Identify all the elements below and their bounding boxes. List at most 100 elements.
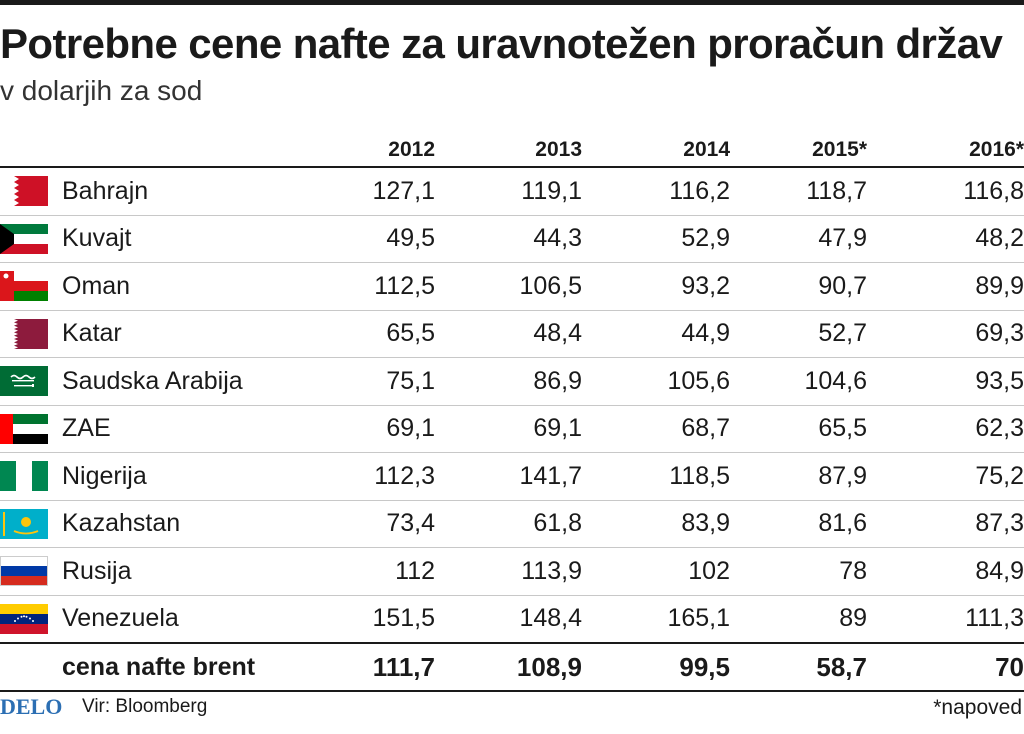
value-cell-2014: 165,1: [667, 604, 730, 633]
value-cell-2012: 127,1: [372, 176, 435, 205]
table-row: Rusija 112 113,9 102 78 84,9: [0, 547, 1024, 595]
value-cell-2015: 104,6: [804, 366, 867, 395]
value-cell-2015: 65,5: [818, 414, 867, 443]
country-name: Kazahstan: [62, 509, 181, 538]
table-row-total: cena nafte brent 111,7 108,9 99,5 58,7 7…: [0, 642, 1024, 692]
page-title: Potrebne cene nafte za uravnotežen prora…: [0, 20, 1003, 67]
total-value-2012: 111,7: [372, 651, 435, 682]
bahrain-flag-icon: [0, 176, 48, 206]
table-row: ZAE 69,1 69,1 68,7 65,5 62,3: [0, 404, 1024, 453]
venezuela-flag-icon: [0, 603, 48, 634]
value-cell-2013: 148,4: [519, 604, 582, 633]
russia-flag-icon: [0, 556, 48, 586]
value-cell-2013: 113,9: [521, 556, 582, 585]
value-cell-2014: 93,2: [681, 271, 730, 300]
nigeria-flag-icon: [0, 461, 48, 491]
table-row: Saudska Arabija 75,1 86,9 105,6 104,6 93,5: [0, 357, 1024, 405]
country-name: ZAE: [62, 414, 111, 443]
value-cell-2015: 118,7: [806, 176, 867, 205]
value-cell-2016: 75,2: [975, 461, 1024, 490]
value-cell-2016: 89,9: [975, 271, 1024, 300]
value-cell-2014: 68,7: [681, 414, 730, 443]
value-cell-2016: 116,8: [963, 176, 1024, 205]
table-body: Bahrajn 127,1 119,1 116,2 118,7 116,8 Kuvajt 49…: [0, 166, 1024, 642]
value-cell-2012: 49,5: [386, 224, 435, 253]
total-value-2013: 108,9: [516, 651, 582, 682]
source-credit: Vir: Bloomberg: [82, 696, 208, 717]
value-cell-2015: 81,6: [818, 509, 867, 538]
value-cell-2013: 69,1: [533, 414, 582, 443]
column-header-2016: 2016*: [969, 138, 1024, 161]
value-cell-2014: 44,9: [681, 319, 730, 348]
table-row: Nigerija 112,3 141,7 118,5 87,9 75,2: [0, 452, 1024, 500]
value-cell-2015: 47,9: [818, 224, 867, 253]
value-cell-2016: 111,3: [965, 604, 1024, 633]
country-name: Rusija: [62, 556, 132, 585]
saudi-arabia-flag-icon: [0, 366, 48, 396]
column-header-2013: 2013: [535, 138, 582, 161]
value-cell-2014: 102: [688, 556, 730, 585]
table-row: Venezuela 151,5 148,4 165,1 89 111,3: [0, 594, 1024, 643]
country-name: Nigerija: [62, 461, 147, 490]
value-cell-2012: 73,4: [386, 509, 435, 538]
table-row: Kazahstan 73,4 61,8 83,9 81,6 87,3: [0, 499, 1024, 548]
value-cell-2016: 48,2: [975, 224, 1024, 253]
value-cell-2012: 112,5: [374, 271, 435, 300]
country-name: Venezuela: [62, 604, 179, 633]
value-cell-2013: 141,7: [519, 461, 582, 490]
country-name: Katar: [62, 319, 122, 348]
value-cell-2014: 105,6: [667, 366, 730, 395]
value-cell-2012: 151,5: [372, 604, 435, 633]
value-cell-2013: 44,3: [533, 224, 582, 253]
qatar-flag-icon: [0, 318, 48, 349]
value-cell-2016: 93,5: [975, 366, 1024, 395]
table-row: Kuvajt 49,5 44,3 52,9 47,9 48,2: [0, 214, 1024, 263]
top-rule: [0, 0, 1024, 5]
value-cell-2016: 62,3: [975, 414, 1024, 443]
country-name: Kuvajt: [62, 224, 132, 253]
value-cell-2012: 112,3: [374, 461, 435, 490]
total-value-2015: 58,7: [816, 651, 867, 682]
value-cell-2014: 116,2: [669, 176, 730, 205]
value-cell-2012: 65,5: [386, 319, 435, 348]
value-cell-2015: 78: [839, 556, 867, 585]
value-cell-2012: 75,1: [386, 366, 435, 395]
country-name: Saudska Arabija: [62, 366, 243, 395]
footer: DELO Vir: Bloomberg *napoved: [0, 690, 1024, 730]
value-cell-2014: 52,9: [681, 224, 730, 253]
kazakhstan-flag-icon: [0, 508, 48, 539]
value-cell-2016: 87,3: [975, 509, 1024, 538]
value-cell-2015: 89: [839, 604, 867, 633]
total-value-2016: 70: [995, 651, 1024, 682]
value-cell-2016: 84,9: [975, 556, 1024, 585]
value-cell-2012: 112: [395, 556, 435, 585]
value-cell-2012: 69,1: [386, 414, 435, 443]
country-name: Oman: [62, 271, 131, 300]
value-cell-2016: 69,3: [975, 319, 1024, 348]
total-value-2014: 99,5: [679, 651, 730, 682]
country-name: Bahrajn: [62, 176, 149, 205]
page-subtitle: v dolarjih za sod: [0, 75, 203, 106]
column-header-2015: 2015*: [812, 138, 867, 161]
kuwait-flag-icon: [0, 223, 48, 254]
value-cell-2013: 86,9: [533, 366, 582, 395]
oman-flag-icon: [0, 271, 48, 301]
column-header-2012: 2012: [388, 138, 435, 161]
value-cell-2014: 118,5: [669, 461, 730, 490]
uae-flag-icon: [0, 413, 48, 444]
value-cell-2014: 83,9: [681, 509, 730, 538]
value-cell-2013: 61,8: [533, 509, 582, 538]
table-row: Bahrajn 127,1 119,1 116,2 118,7 116,8: [0, 166, 1024, 215]
table-row: Oman 112,5 106,5 93,2 90,7 89,9: [0, 262, 1024, 310]
value-cell-2013: 119,1: [521, 176, 582, 205]
value-cell-2013: 106,5: [519, 271, 582, 300]
value-cell-2015: 87,9: [818, 461, 867, 490]
value-cell-2015: 52,7: [818, 319, 867, 348]
value-cell-2013: 48,4: [533, 319, 582, 348]
delo-logo: DELO: [0, 694, 63, 719]
value-cell-2015: 90,7: [818, 271, 867, 300]
table-row: Katar 65,5 48,4 44,9 52,7 69,3: [0, 309, 1024, 358]
table-header: 2012 2013 2014 2015* 2016*: [0, 120, 1024, 166]
column-header-2014: 2014: [683, 138, 730, 161]
oil-price-table: 2012 2013 2014 2015* 2016* Bahrajn 127,1 1…: [0, 120, 1024, 692]
